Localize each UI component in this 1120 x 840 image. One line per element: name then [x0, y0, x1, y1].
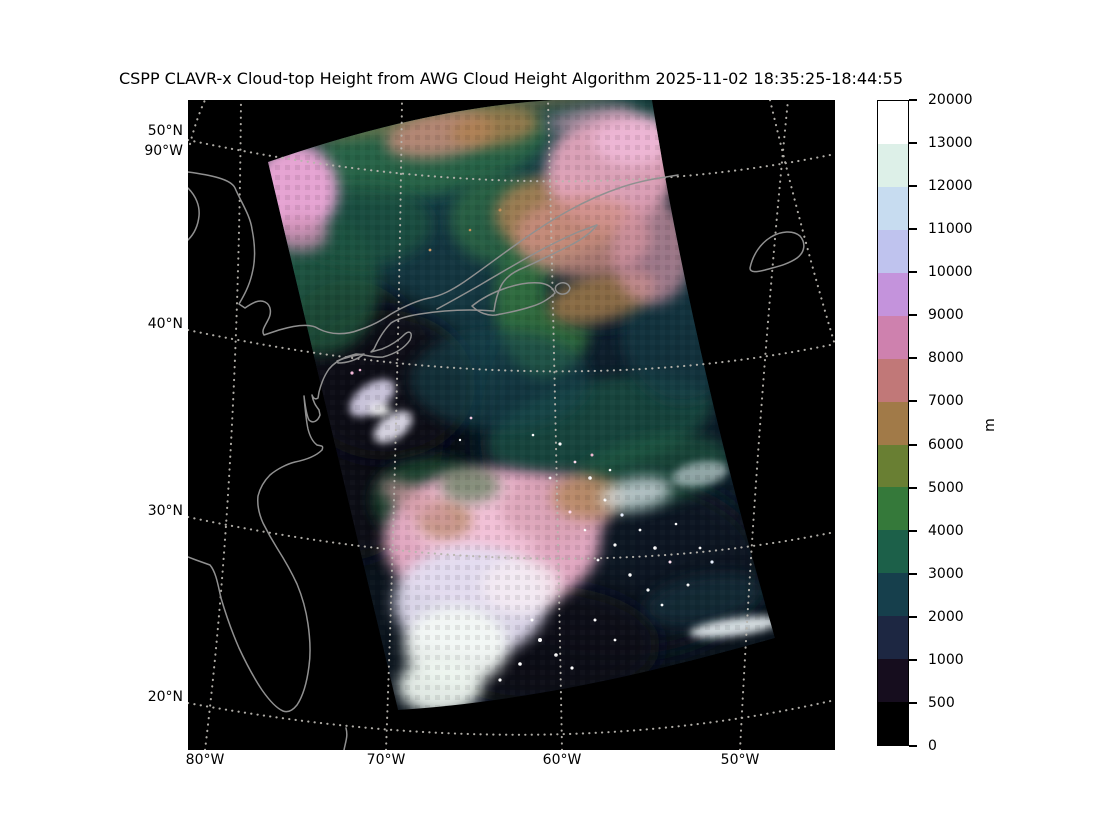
colorbar-tick-mark: [909, 745, 917, 747]
colorbar-tick-mark: [909, 314, 917, 317]
colorbar-tick-mark: [909, 529, 917, 532]
lon-tick-label: 80°W: [185, 752, 225, 768]
colorbar-tick-label: 20000: [928, 92, 973, 108]
colorbar-tick: 9000: [909, 307, 964, 323]
colorbar-tick: 4000: [909, 523, 964, 539]
colorbar-tick-mark: [909, 658, 917, 661]
lat-tick-label: 90°W: [144, 143, 183, 159]
coast-st-lawrence-south: [436, 224, 598, 312]
colorbar-segment: [878, 487, 908, 531]
colorbar-tick-label: 3000: [928, 565, 964, 582]
colorbar-tick-label: 6000: [928, 436, 964, 453]
coast-wisconsin: [188, 187, 200, 241]
lon-tick-label: 50°W: [720, 752, 760, 768]
colorbar-tick-label: 7000: [928, 393, 964, 410]
colorbar-segment: [878, 229, 908, 273]
colorbar-tick-mark: [909, 99, 917, 101]
colorbar-segment: [878, 101, 908, 144]
colorbar-tick-label: 8000: [928, 350, 964, 367]
colorbar-tick-label: 10000: [928, 264, 973, 281]
coast-nova-scotia: [471, 282, 556, 316]
lon-tick-label: 70°W: [366, 752, 406, 768]
colorbar-segment: [878, 272, 908, 316]
colorbar-tick-label: 13000: [928, 135, 973, 152]
meridian-60w: [546, 100, 564, 750]
colorbar-unit-label: m: [982, 418, 998, 432]
colorbar-tick-label: 5000: [928, 479, 964, 496]
colorbar-tick: 12000: [909, 178, 973, 194]
colorbar-tick-label: 9000: [928, 307, 964, 324]
coast-east-us: [188, 309, 495, 713]
colorbar-tick-mark: [909, 228, 917, 231]
colorbar-tick-mark: [909, 271, 917, 274]
meridian-70w: [384, 100, 404, 750]
lat-tick-label: 40°N: [147, 316, 183, 332]
coastlines: [188, 171, 805, 750]
colorbar-segment: [878, 143, 908, 187]
colorbar-segment: [878, 315, 908, 359]
colorbar-segment: [878, 659, 908, 703]
coast-newfoundland: [749, 231, 805, 273]
colorbar-tick: 2000: [909, 609, 964, 625]
colorbar-tick-mark: [909, 572, 917, 575]
colorbar-tick: 3000: [909, 566, 964, 582]
colorbar-segment: [878, 358, 908, 402]
colorbar-ticks: 20000 13000 12000 11000 10000 9000 8000 7000 600…: [909, 92, 1009, 754]
colorbar-tick: 5000: [909, 480, 964, 496]
lat-tick-label: 20°N: [147, 689, 183, 705]
colorbar-segment: [878, 401, 908, 445]
colorbar-tick: 7000: [909, 393, 964, 409]
colorbar-segment: [878, 573, 908, 617]
colorbar-tick: 1000: [909, 652, 964, 668]
colorbar-tick-label: 1000: [928, 651, 964, 668]
lat-tick-label: 30°N: [147, 503, 183, 519]
colorbar-tick-label: 0: [928, 738, 937, 754]
colorbar-tick: 6000: [909, 437, 964, 453]
colorbar-tick-label: 2000: [928, 608, 964, 625]
colorbar-tick-mark: [909, 185, 917, 188]
colorbar-tick-mark: [909, 142, 917, 145]
colorbar-tick-mark: [909, 615, 917, 618]
map-canvas: [188, 100, 835, 750]
colorbar-tick: 20000: [909, 92, 973, 108]
colorbar-tick-mark: [909, 701, 917, 704]
colorbar: [877, 100, 909, 746]
colorbar-tick-mark: [909, 443, 917, 446]
coast-cape-breton: [554, 282, 571, 295]
meridian-45w: [768, 100, 835, 347]
colorbar-tick-mark: [909, 400, 917, 403]
colorbar-tick: 11000: [909, 221, 973, 237]
colorbar-tick: 13000: [909, 135, 973, 151]
graticule-lines: [188, 100, 835, 750]
colorbar-tick-label: 11000: [928, 221, 973, 238]
coast-long-island: [336, 353, 365, 364]
colorbar-tick: 500: [909, 695, 955, 711]
colorbar-tick: 0: [909, 738, 937, 754]
colorbar-tick-mark: [909, 486, 917, 489]
coast-great-lakes-st-lawrence: [188, 171, 679, 336]
lon-tick-label: 60°W: [542, 752, 582, 768]
colorbar-segment: [878, 444, 908, 488]
colorbar-segment: [878, 186, 908, 230]
lat-tick-label: 50°N: [147, 123, 183, 139]
colorbar-tick-label: 12000: [928, 178, 973, 195]
colorbar-tick: 10000: [909, 264, 973, 280]
colorbar-tick-mark: [909, 357, 917, 360]
colorbar-tick-label: 500: [928, 694, 955, 711]
colorbar-segment: [878, 530, 908, 574]
colorbar-segment: [878, 702, 908, 746]
swath-pixel-texture: [268, 100, 775, 710]
colorbar-tick-label: 4000: [928, 522, 964, 539]
colorbar-segment: [878, 616, 908, 660]
parallel-20n: [188, 698, 835, 736]
coast-bottom-islet: [343, 727, 348, 750]
colorbar-tick: 8000: [909, 350, 964, 366]
figure-title: CSPP CLAVR-x Cloud-top Height from AWG C…: [118, 69, 904, 88]
